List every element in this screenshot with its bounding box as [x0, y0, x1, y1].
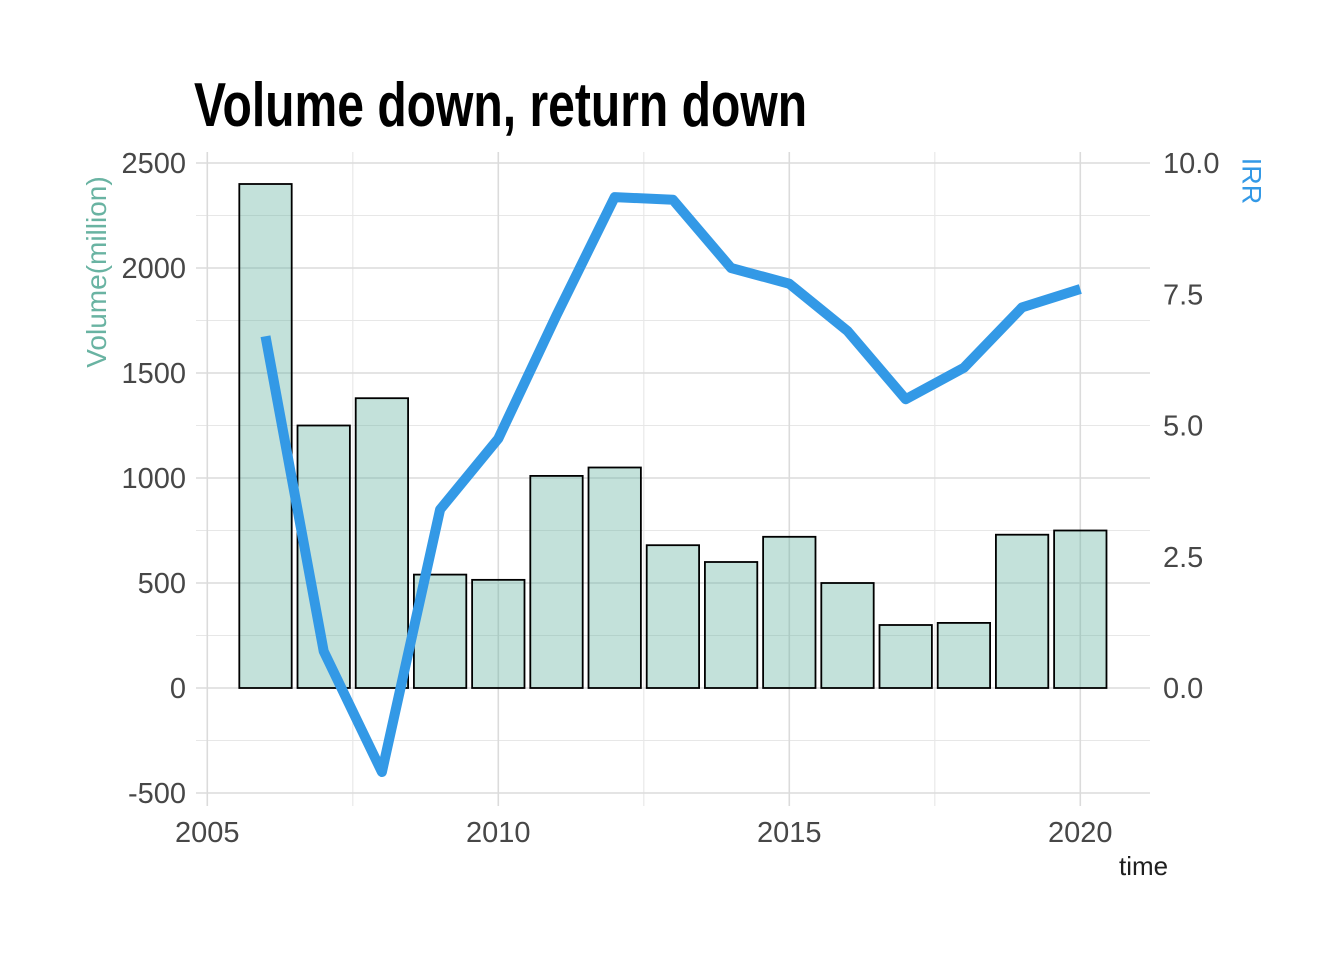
left-axis-tick-label: 2000	[121, 253, 186, 285]
x-axis-tick-label: 2010	[466, 817, 531, 849]
volume-bar-2014	[704, 561, 759, 689]
volume-bar-2010	[471, 578, 526, 689]
left-axis-tick-label: 500	[138, 568, 186, 600]
left-axis-tick-label: 1000	[121, 463, 186, 495]
volume-bar-2015	[762, 535, 817, 689]
left-axis-title: Volume(million)	[81, 176, 112, 368]
right-axis-tick-label: 5.0	[1163, 411, 1203, 443]
right-axis-tick-label: 0.0	[1163, 673, 1203, 705]
x-axis-title: time	[1119, 851, 1169, 881]
chart-title: Volume down, return down	[194, 71, 808, 140]
volume-bar-2020	[1053, 529, 1108, 689]
right-axis-tick-label: 10.0	[1163, 148, 1219, 180]
x-axis-tick-label: 2020	[1048, 817, 1113, 849]
right-axis-tick-label: 7.5	[1163, 279, 1203, 311]
left-axis-tick-label: 2500	[121, 148, 186, 180]
right-axis-tick-label: 2.5	[1163, 542, 1203, 574]
x-axis-tick-label: 2015	[757, 817, 822, 849]
volume-bar-2016	[820, 582, 875, 689]
volume-bar-2012	[587, 466, 642, 689]
volume-bar-2008	[354, 397, 409, 689]
volume-bar-2018	[936, 622, 991, 689]
left-axis-tick-label: -500	[128, 778, 186, 810]
irr-line	[260, 192, 1082, 777]
left-axis-tick-label: 1500	[121, 358, 186, 390]
x-axis-tick-label: 2005	[175, 817, 240, 849]
volume-bar-2013	[645, 544, 700, 689]
volume-bar-2017	[878, 624, 933, 689]
right-axis-title: IRR	[1236, 157, 1267, 205]
left-axis-tick-label: 0	[170, 673, 186, 705]
volume-bar-2019	[995, 533, 1050, 689]
volume-bar-2011	[529, 474, 584, 689]
